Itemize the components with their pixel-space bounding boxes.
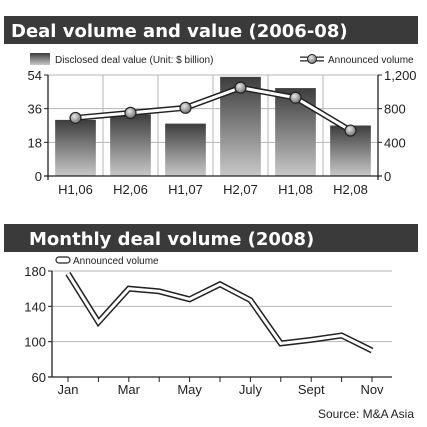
chart1-x-tick-label: H1,08 — [278, 182, 313, 197]
chart1-right-tick-label: 0 — [384, 169, 391, 184]
chart2-legend-box — [54, 254, 154, 267]
volume-point-H2,07 — [234, 81, 247, 94]
volume-point-H1,06 — [69, 111, 82, 125]
chart2-y-tick-label: 180 — [24, 264, 46, 279]
chart1-left-tick-label: 36 — [28, 102, 42, 117]
chart2-x-tick-label: May — [177, 382, 202, 397]
chart1-right-tick-label: 400 — [384, 135, 406, 150]
chart2-title: Monthly deal volume (2008) — [29, 229, 314, 250]
legend-bar-swatch — [30, 53, 50, 65]
legend-line-marker — [307, 54, 317, 64]
chart1-left-tick-label: 54 — [28, 68, 42, 83]
chart2-y-tick-label: 100 — [24, 335, 46, 350]
chart1-axes: 0 18 36 54 0 400 800 1,200 H1,06 H2,06 H1,07 H2,07 H… — [28, 68, 417, 197]
volume-point-H2,06 — [124, 106, 137, 119]
legend-bar-label: Disclosed deal value (Unit: $ billion) — [55, 55, 213, 66]
chart2-grid — [52, 270, 392, 343]
chart1-title: Deal volume and value (2006-08) — [11, 21, 348, 42]
chart2-axes: 60 100 140 180 Jan Mar May July Sept Nov — [24, 264, 392, 397]
chart1-x-tick-label: H2,07 — [223, 182, 258, 197]
chart1-x-tick-label: H2,08 — [333, 182, 368, 197]
chart2-x-tick-label: July — [239, 382, 263, 397]
chart2-y-tick-label: 60 — [32, 370, 46, 385]
chart1-right-tick-label: 1,200 — [384, 68, 417, 83]
chart2-x-tick-label: Jan — [58, 382, 79, 397]
monthly-line — [66, 272, 373, 352]
chart2-x-tick-label: Sept — [298, 382, 325, 397]
chart2-title-bar — [4, 224, 418, 252]
volume-point-H2,08 — [344, 124, 357, 137]
chart2-line-series — [65, 272, 374, 354]
chart2-x-tick-label: Mar — [118, 382, 141, 397]
volume-point-H1,07 — [179, 101, 192, 114]
chart1-grid — [48, 74, 378, 176]
chart1-x-tick-label: H1,06 — [58, 182, 93, 197]
chart1-left-tick-label: 18 — [28, 135, 42, 150]
chart1-line-series — [69, 81, 357, 137]
chart1-title-bar — [4, 16, 418, 44]
chart2-y-tick-label: 140 — [24, 299, 46, 314]
volume-point-H1,08 — [289, 91, 302, 104]
chart2-legend-label: Announced volume — [73, 256, 159, 267]
chart1-left-tick-label: 0 — [35, 169, 42, 184]
chart2-legend-swatch — [55, 256, 71, 264]
chart2-x-tick-label: Nov — [360, 382, 384, 397]
volume-line — [75, 86, 352, 132]
bar-H1,07 — [165, 123, 206, 176]
chart1-x-tick-label: H1,07 — [168, 182, 203, 197]
bar-H2,06 — [110, 114, 151, 176]
legend-line-label: Announced volume — [328, 55, 414, 66]
source-note: Source: M&A Asia — [318, 407, 414, 421]
bar-H1,06 — [55, 119, 96, 176]
chart1-x-tick-label: H2,06 — [113, 182, 148, 197]
chart1-right-tick-label: 800 — [384, 102, 406, 117]
